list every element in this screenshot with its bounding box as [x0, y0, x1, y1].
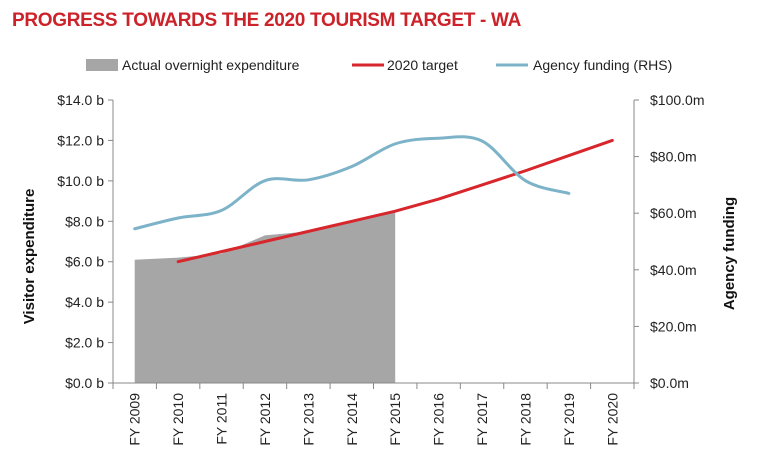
x-tick-label: FY 2018 — [517, 393, 533, 446]
x-tick-label: FY 2012 — [257, 393, 273, 446]
x-tick-label: FY 2014 — [344, 393, 360, 446]
chart-title: PROGRESS TOWARDS THE 2020 TOURISM TARGET… — [12, 10, 522, 31]
legend-label: 2020 target — [387, 57, 458, 73]
y2-tick-label: $80.0m — [650, 149, 697, 165]
line-series-2020-target — [176, 138, 614, 264]
x-tick-label: FY 2013 — [300, 393, 316, 446]
y2-tick-label: $60.0m — [650, 205, 697, 221]
x-tick-label: FY 2011 — [214, 393, 230, 445]
y-tick-label: $6.0 b — [65, 254, 104, 270]
legend-swatch-area-0 — [86, 59, 118, 71]
line-series-agency-funding — [133, 135, 571, 231]
y2-axis-title: Agency funding — [721, 197, 738, 310]
x-tick-label: FY 2009 — [127, 393, 143, 446]
y-tick-label: $8.0 b — [65, 213, 104, 229]
y-tick-label: $10.0 b — [57, 173, 104, 189]
y-tick-label: $4.0 b — [65, 294, 104, 310]
y2-tick-label: $20.0m — [650, 318, 697, 334]
y-tick-label: $2.0 b — [65, 335, 104, 351]
x-tick-label: FY 2015 — [387, 393, 403, 446]
y-axis-title: Visitor expenditure — [21, 189, 38, 325]
legend-label: Agency funding (RHS) — [533, 57, 672, 73]
legend-label: Actual overnight expenditure — [122, 57, 300, 73]
y2-tick-label: $40.0m — [650, 262, 697, 278]
x-tick-label: FY 2017 — [474, 393, 490, 446]
y-tick-label: $12.0 b — [57, 132, 104, 148]
x-tick-label: FY 2010 — [170, 393, 186, 446]
y-tick-label: $0.0 b — [65, 375, 104, 391]
y2-tick-label: $100.0m — [650, 92, 704, 108]
x-tick-label: FY 2016 — [431, 393, 447, 446]
area-series-actual-expenditure — [134, 211, 396, 383]
x-tick-label: FY 2019 — [561, 393, 577, 446]
y2-tick-label: $0.0m — [650, 375, 689, 391]
x-tick-label: FY 2020 — [604, 393, 620, 446]
y-tick-label: $14.0 b — [57, 92, 104, 108]
